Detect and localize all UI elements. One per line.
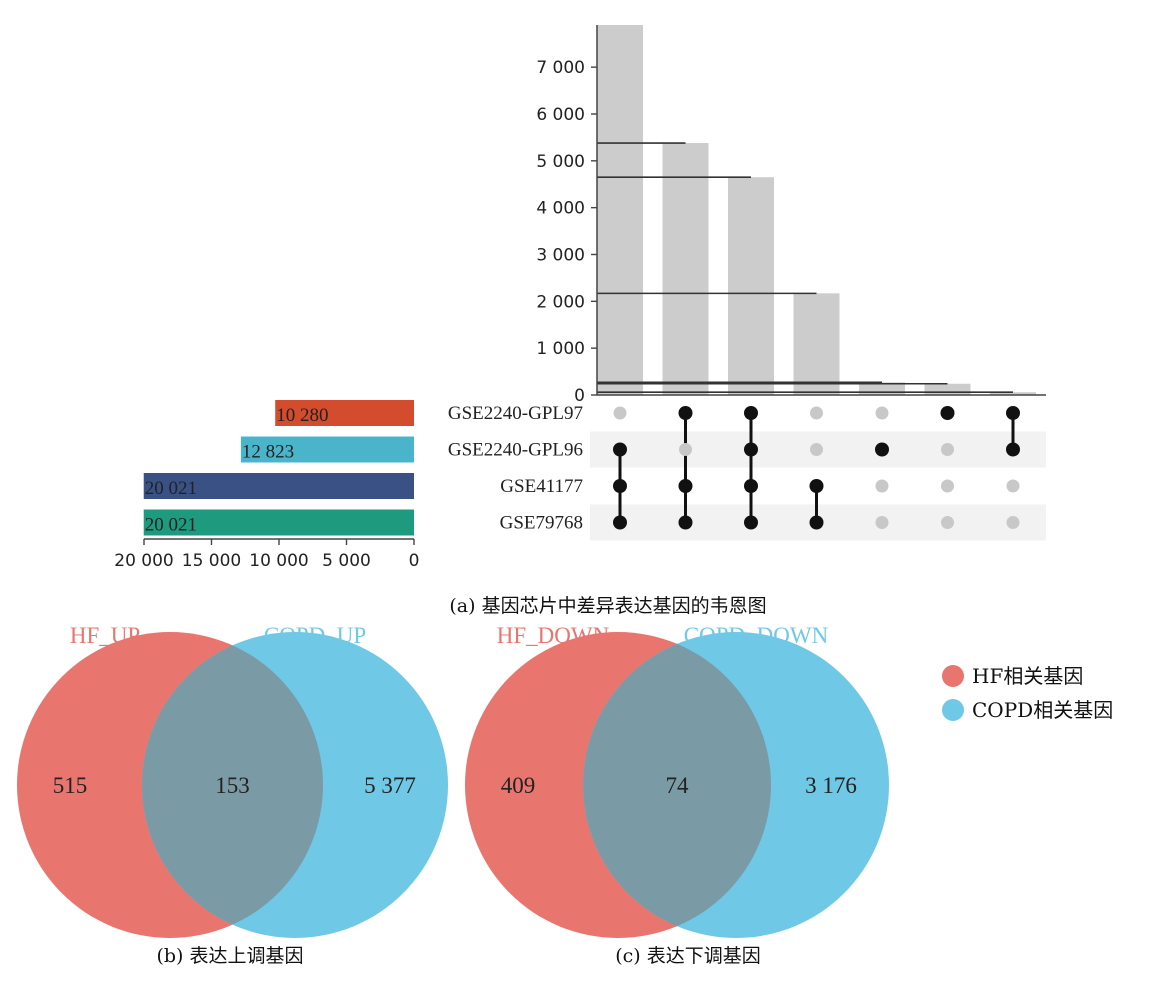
matrix-dot-active: [613, 479, 627, 493]
matrix-dot-inactive: [613, 406, 627, 420]
y-tick-label: 3 000: [536, 245, 585, 265]
set-size-bar: [240, 436, 414, 463]
matrix-dot-active: [744, 442, 758, 457]
legend-swatch: [942, 665, 964, 687]
matrix-dot-inactive: [810, 406, 823, 420]
legend-swatch: [942, 699, 964, 721]
matrix-dot-active: [613, 442, 627, 457]
set-size-bar: [143, 509, 415, 536]
intersection-bar: [728, 177, 774, 395]
set-size-tick-label: 5 000: [322, 551, 371, 571]
venn-left-count: 409: [501, 773, 536, 798]
matrix-dot-inactive: [941, 443, 954, 456]
set-size-bar: [143, 473, 415, 499]
legend-label: COPD相关基因: [972, 698, 1113, 722]
venn-up: HF_UP COPD_UP 515 153 5 377: [17, 623, 448, 938]
set-size-tick-label: 20 000: [114, 551, 173, 571]
caption-c: (c) 表达下调基因: [615, 945, 761, 967]
venn-overlap: [142, 632, 323, 938]
y-tick-label: 4 000: [536, 199, 585, 219]
set-size-tick-label: 15 000: [182, 551, 241, 571]
matrix-dot-inactive: [875, 516, 889, 529]
set-label: GSE2240-GPL96: [448, 440, 583, 461]
y-tick-label: 1 000: [536, 339, 585, 359]
venn-down: HF_DOWN COPD_DOWN 409 74 3 176: [465, 623, 889, 938]
y-tick-label: 5 000: [536, 152, 585, 172]
intersection-bar: [597, 25, 643, 395]
venn-left-count: 515: [53, 773, 88, 798]
matrix-dot-active: [744, 406, 758, 420]
set-size-label: 20 021: [145, 478, 197, 499]
matrix-dot-active: [1006, 406, 1020, 420]
intersection-bar: [990, 392, 1036, 395]
set-size-label: 10 280: [276, 405, 328, 426]
set-size-tick-label: 10 000: [249, 551, 308, 571]
matrix-dot-inactive: [875, 479, 889, 493]
set-size-label: 20 021: [145, 515, 197, 536]
set-label: GSE41177: [500, 476, 583, 497]
legend: HF相关基因 COPD相关基因: [942, 664, 1113, 722]
set-label: GSE79768: [500, 513, 583, 534]
matrix-dot-inactive: [941, 479, 954, 493]
caption-a: (a) 基因芯片中差异表达基因的韦恩图: [449, 595, 766, 617]
y-tick-label: 2 000: [536, 292, 585, 312]
matrix-dot-inactive: [875, 406, 889, 420]
venn-overlap: [583, 632, 771, 938]
matrix-dot-active: [678, 479, 693, 493]
venn-right-count: 3 176: [805, 773, 857, 798]
matrix-dot-inactive: [941, 516, 954, 529]
matrix-dot-active: [613, 515, 627, 530]
matrix-dot-inactive: [810, 443, 823, 456]
caption-b: (b) 表达上调基因: [156, 945, 303, 967]
matrix-dot-active: [678, 515, 693, 530]
matrix-dot-active: [875, 442, 889, 457]
matrix-dot-active: [809, 479, 824, 493]
set-label: GSE2240-GPL97: [448, 403, 583, 424]
venn-overlap-count: 74: [666, 773, 690, 798]
legend-label: HF相关基因: [972, 664, 1083, 688]
venn-overlap-count: 153: [215, 773, 250, 798]
intersection-bar: [662, 143, 709, 395]
matrix-dot-inactive: [1006, 479, 1020, 493]
matrix-dot-active: [744, 515, 758, 530]
intersection-bar: [793, 293, 840, 395]
y-tick-label: 0: [574, 386, 585, 406]
venn-right-title: COPD_DOWN: [684, 623, 829, 648]
matrix-dot-active: [809, 515, 824, 530]
matrix-dot-inactive: [679, 443, 692, 456]
set-size-bar: [275, 400, 414, 426]
matrix-dot-active: [940, 406, 955, 420]
venn-left-title: HF_UP: [70, 623, 140, 648]
intersection-bar: [924, 383, 971, 395]
upset-plot: 0 1 000 2 000 3 000 4 000 5 000 6 000 7 000 GSE2…: [114, 25, 1046, 571]
matrix-dot-inactive: [1006, 516, 1020, 529]
venn-right-count: 5 377: [364, 773, 416, 798]
venn-left-title: HF_DOWN: [497, 623, 610, 648]
y-tick-label: 6 000: [536, 105, 585, 125]
set-size-tick-label: 0: [409, 551, 420, 571]
venn-right-title: COPD_UP: [264, 623, 366, 648]
matrix-dot-active: [1006, 442, 1020, 457]
y-tick-label: 7 000: [536, 58, 585, 78]
matrix-dot-active: [678, 406, 693, 420]
set-size-label: 12 823: [242, 442, 294, 463]
matrix-dot-active: [744, 479, 758, 493]
